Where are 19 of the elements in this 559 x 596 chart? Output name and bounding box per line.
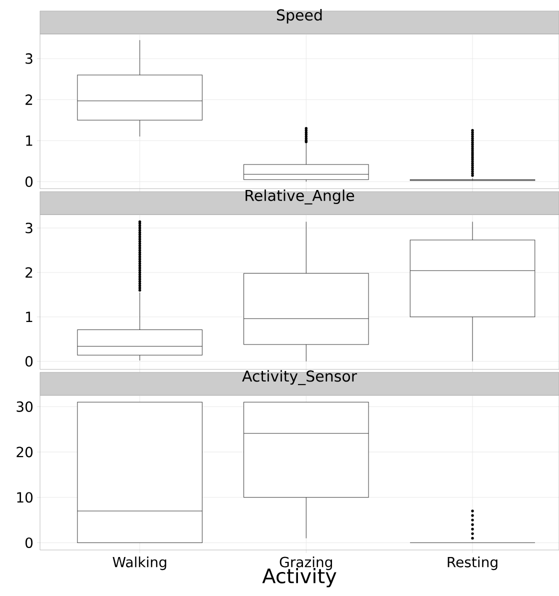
y-tick-label: 20	[16, 446, 33, 458]
chart-title: Speed	[276, 9, 322, 24]
x-axis-title: Activity	[262, 568, 336, 588]
x-tick-label: Grazing	[280, 556, 332, 570]
y-tick-label: 10	[17, 492, 33, 503]
y-tick-label: 30	[16, 401, 33, 412]
y-tick-label: 2	[26, 94, 32, 105]
chart-title: Activity_Sensor	[242, 370, 358, 386]
y-tick-label: 1	[26, 136, 32, 146]
chart-title: Relative_Angle	[246, 190, 354, 204]
y-tick-label: 1	[26, 312, 32, 322]
x-tick-label: Walking	[112, 556, 166, 570]
y-tick-label: 0	[25, 176, 33, 187]
y-tick-label: 3	[26, 222, 32, 234]
y-tick-label: 2	[26, 267, 32, 278]
x-tick-label: Resting	[448, 556, 498, 570]
y-tick-label: 3	[26, 53, 32, 64]
y-tick-label: 0	[25, 356, 33, 367]
y-tick-label: 0	[25, 537, 33, 548]
